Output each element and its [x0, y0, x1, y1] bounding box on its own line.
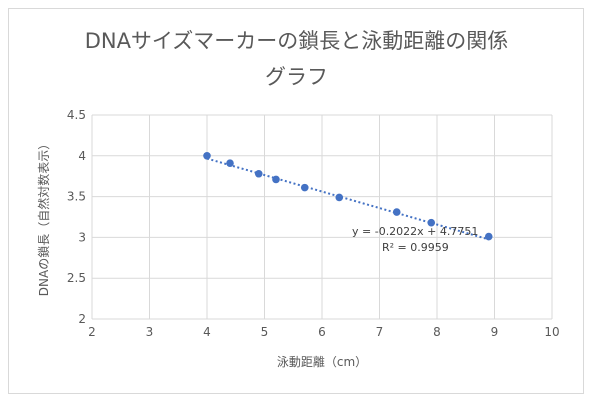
y-tick-label: 2 — [78, 312, 86, 326]
y-axis-ticks: 2 2.5 3 3.5 4 4.5 — [67, 108, 86, 326]
data-point — [226, 159, 234, 167]
x-tick-label: 4 — [203, 325, 211, 339]
chart-frame — [8, 8, 584, 394]
x-tick-label: 6 — [318, 325, 326, 339]
x-axis-label: 泳動距離（cm） — [277, 355, 367, 369]
x-tick-label: 7 — [376, 325, 384, 339]
trendline — [206, 157, 490, 241]
chart-title-line-2: グラフ — [265, 65, 328, 89]
data-point — [203, 152, 211, 160]
x-tick-label: 2 — [88, 325, 96, 339]
data-point — [392, 208, 401, 216]
y-axis-label: DNAの鎖長（自然対数表示） — [36, 138, 51, 296]
chart-title-line-1: DNAサイズマーカーの鎖長と泳動距離の関係 — [84, 29, 509, 53]
data-point — [427, 218, 436, 227]
data-point — [300, 183, 309, 192]
data-point — [254, 169, 263, 178]
x-tick-label: 3 — [146, 325, 154, 339]
trendline-equation: y = -0.2022x + 4.7751 — [352, 225, 478, 238]
x-tick-label: 5 — [261, 325, 269, 339]
y-tick-label: 3.5 — [67, 190, 86, 204]
data-point — [335, 193, 344, 202]
data-points — [203, 152, 493, 241]
y-tick-label: 2.5 — [67, 271, 86, 285]
x-tick-label: 10 — [544, 325, 559, 339]
gridlines — [91, 114, 553, 320]
x-tick-label: 9 — [491, 325, 499, 339]
y-tick-label: 4 — [78, 149, 86, 163]
y-tick-label: 3 — [78, 230, 86, 244]
trendline-r-squared: R² = 0.9959 — [382, 241, 449, 254]
x-axis-ticks: 2 3 4 5 6 7 8 9 10 — [88, 325, 559, 339]
y-tick-label: 4.5 — [67, 108, 86, 122]
data-point — [484, 232, 493, 241]
data-point — [272, 175, 280, 184]
x-tick-label: 8 — [433, 325, 441, 339]
